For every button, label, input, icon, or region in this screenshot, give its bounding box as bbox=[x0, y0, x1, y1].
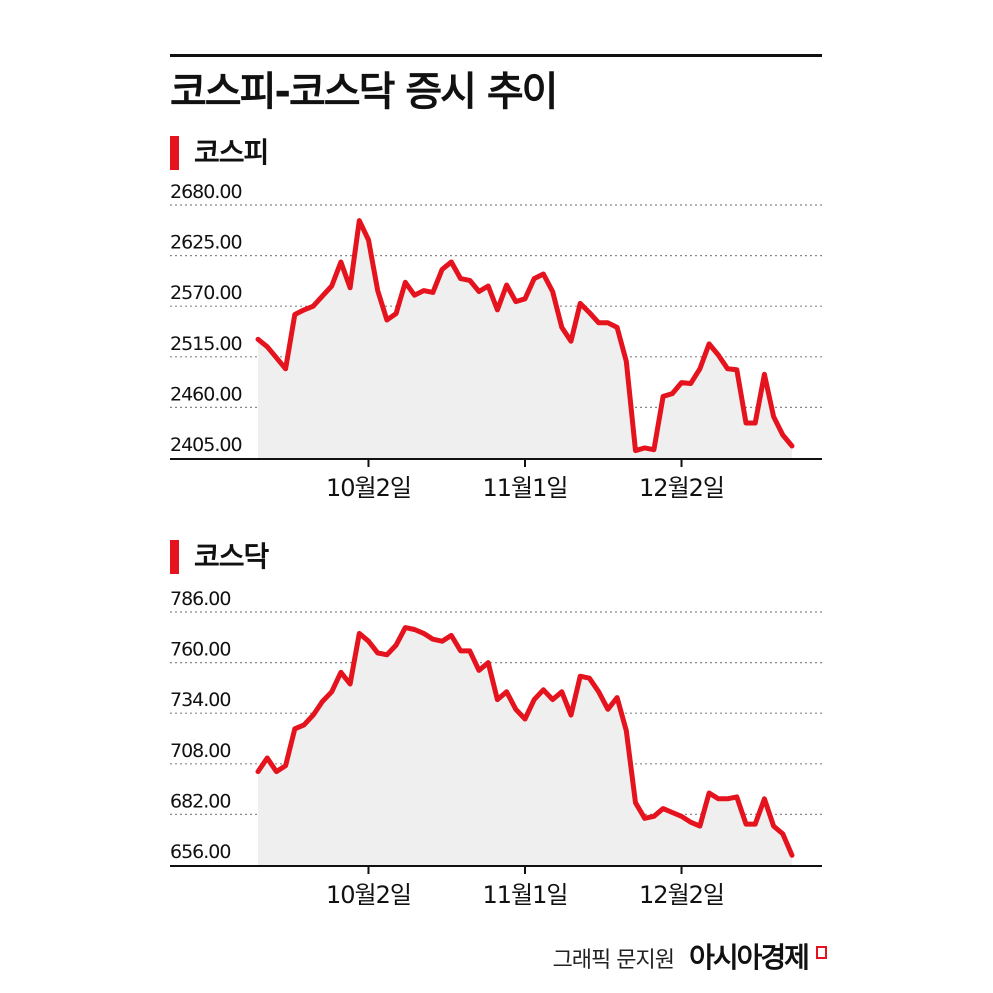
brand-mark-icon bbox=[816, 946, 827, 959]
kospi-y-tick-label: 2405.00 bbox=[170, 434, 242, 456]
page-title: 코스피-코스닥 증시 추이 bbox=[170, 69, 558, 115]
kosdaq-section-marker bbox=[170, 540, 179, 574]
kospi-area-fill bbox=[258, 220, 792, 458]
credit-brand: 아시아경제 bbox=[689, 941, 810, 974]
kosdaq-y-tick-label: 760.00 bbox=[170, 639, 230, 661]
kosdaq-section-label: 코스닥 bbox=[194, 540, 269, 573]
kospi-y-tick-label: 2515.00 bbox=[170, 333, 242, 355]
kosdaq-y-tick-label: 708.00 bbox=[170, 740, 230, 762]
credit-text: 그래픽 문지원 bbox=[552, 948, 675, 973]
kospi-y-tick-label: 2625.00 bbox=[170, 232, 242, 254]
credit: 그래픽 문지원 아시아경제 bbox=[553, 944, 827, 972]
kospi-chart: 2680.00 2625.00 2570.00 2515.00 2460.00 2405.… bbox=[170, 181, 822, 502]
kosdaq-y-tick-label: 734.00 bbox=[170, 689, 230, 711]
kospi-y-tick-label: 2460.00 bbox=[170, 383, 242, 405]
kosdaq-series-line bbox=[255, 625, 795, 858]
kospi-section-marker bbox=[170, 136, 179, 170]
kospi-section-label: 코스피 bbox=[194, 136, 269, 169]
kosdaq-y-tick-label: 682.00 bbox=[170, 790, 230, 812]
kospi-series-line bbox=[255, 218, 795, 454]
kosdaq-y-tick-label: 656.00 bbox=[170, 841, 230, 863]
kospi-y-tick-label: 2570.00 bbox=[170, 282, 242, 304]
kospi-x-tick-label: 11월1일 bbox=[483, 474, 568, 502]
kospi-x-tick-label: 12월2일 bbox=[639, 474, 724, 502]
kosdaq-x-tick-label: 11월1일 bbox=[483, 881, 568, 909]
kospi-y-tick-label: 2680.00 bbox=[170, 181, 242, 203]
kosdaq-y-tick-label: 786.00 bbox=[170, 588, 230, 610]
kosdaq-area-fill bbox=[258, 627, 792, 865]
kosdaq-chart: 786.00 760.00 734.00 708.00 682.00 656.00 10월2… bbox=[170, 588, 822, 909]
kosdaq-x-tick-label: 10월2일 bbox=[326, 881, 411, 909]
top-rule bbox=[170, 54, 822, 57]
kosdaq-x-tick-label: 12월2일 bbox=[639, 881, 724, 909]
kospi-x-tick-label: 10월2일 bbox=[326, 474, 411, 502]
